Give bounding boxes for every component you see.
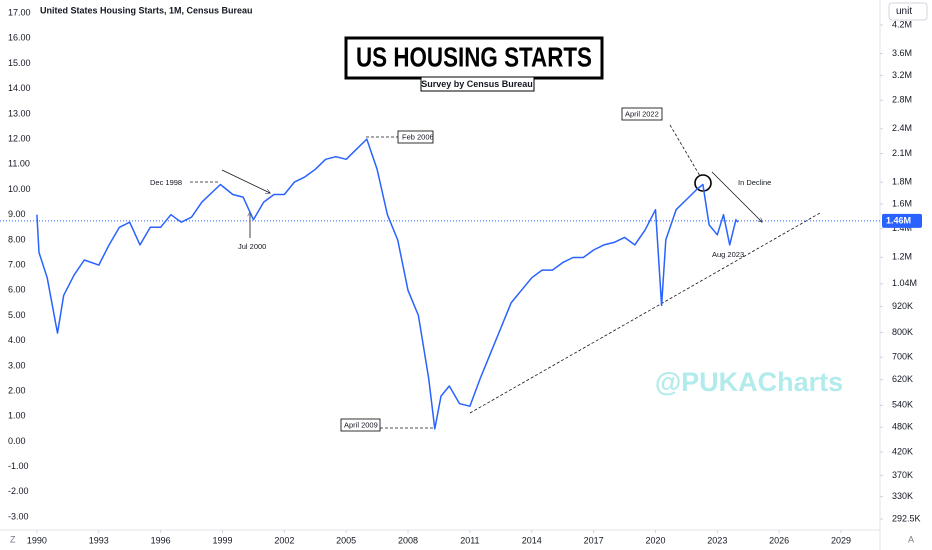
y2-tick-label: 800K <box>892 327 913 337</box>
y-tick-label: -3.00 <box>8 511 29 521</box>
annotation: Aug 2023 <box>712 250 744 259</box>
y-tick-label: 15.00 <box>8 58 31 68</box>
y2-tick-label: 420K <box>892 446 913 456</box>
y-tick-label: 9.00 <box>8 209 26 219</box>
annotation: April 2022 <box>625 109 659 118</box>
y2-tick-label: 620K <box>892 374 913 384</box>
annotation-box <box>621 107 663 121</box>
y-tick-label: -2.00 <box>8 486 29 496</box>
y-tick-label: 4.00 <box>8 335 26 345</box>
x-tick-label: 2026 <box>769 535 789 545</box>
y-tick-label: 1.00 <box>8 411 26 421</box>
y-tick-label: 11.00 <box>8 159 30 169</box>
y2-tick-label: 540K <box>892 400 913 410</box>
unit-label[interactable]: unit <box>896 6 912 17</box>
subtitle-box <box>420 76 535 92</box>
y-tick-label: 8.00 <box>8 234 26 244</box>
y-tick-label: 3.00 <box>8 360 26 370</box>
y2-tick-label: 292.5K <box>892 513 921 523</box>
y-tick-label: 13.00 <box>8 108 31 118</box>
y-tick-label: 6.00 <box>8 285 26 295</box>
y-tick-label: 17.00 <box>8 7 31 17</box>
annotation: Jul 2000 <box>238 242 266 251</box>
x-tick-label: 2014 <box>522 535 542 545</box>
y2-tick-label: 1.2M <box>892 252 912 262</box>
y2-tick-label: 1.6M <box>892 198 912 208</box>
y-tick-label: 5.00 <box>8 310 26 320</box>
watermark: @PUKACharts <box>655 367 843 397</box>
x-tick-label: 1993 <box>89 535 109 545</box>
y-tick-label: -1.00 <box>8 461 29 471</box>
chart-header: United States Housing Starts, 1M, Census… <box>40 5 253 15</box>
x-tick-label: 1996 <box>151 535 171 545</box>
y-tick-label: 2.00 <box>8 385 26 395</box>
annotation-box <box>397 130 434 144</box>
y2-tick-label: 3.6M <box>892 48 912 58</box>
annotation-circle <box>694 174 712 192</box>
y2-tick-label: 4.2M <box>892 19 912 29</box>
y2-tick-label: 1.8M <box>892 176 912 186</box>
y-tick-label: 0.00 <box>8 436 26 446</box>
annotation-arrow <box>221 169 270 193</box>
x-tick-label: 2020 <box>645 535 665 545</box>
y2-tick-label: 2.8M <box>892 95 912 105</box>
annotation: Feb 2006 <box>402 132 434 141</box>
y2-tick-label: 370K <box>892 470 913 480</box>
y-tick-label: 16.00 <box>8 33 31 43</box>
y-tick-label: 10.00 <box>8 184 31 194</box>
annotation: Dec 1998 <box>150 178 182 187</box>
unit-button[interactable] <box>888 2 928 21</box>
x-tick-label: 2011 <box>460 535 479 545</box>
y2-tick-label: 2.1M <box>892 148 912 158</box>
y-tick-label: 14.00 <box>8 83 31 93</box>
chart-subtitle: Survey by Census Bureau <box>421 79 533 89</box>
annotation-box <box>340 418 381 432</box>
x-tick-label: 2005 <box>336 535 356 545</box>
x-tick-label: 2017 <box>584 535 604 545</box>
x-tick-label: 2002 <box>274 535 294 545</box>
series-line <box>36 138 739 430</box>
annotation: In Decline <box>738 178 771 187</box>
y-tick-label: 7.00 <box>8 259 26 269</box>
last-value-tag <box>882 213 922 228</box>
x-tick-label: 2008 <box>398 535 418 545</box>
corner-left[interactable]: Z <box>10 534 16 544</box>
x-tick-label: 2029 <box>831 535 851 545</box>
chart-title: US HOUSING STARTS <box>356 41 592 72</box>
x-tick-label: 2023 <box>707 535 727 545</box>
y2-tick-label: 1.4M <box>892 223 912 233</box>
corner-right[interactable]: A <box>908 534 914 544</box>
y2-tick-label: 2.4M <box>892 123 912 133</box>
y2-tick-label: 330K <box>892 491 913 501</box>
x-tick-label: 1999 <box>212 535 232 545</box>
y2-tick-label: 920K <box>892 301 913 311</box>
y2-tick-label: 480K <box>892 422 913 432</box>
title-box <box>344 36 604 80</box>
x-tick-label: 1990 <box>27 535 47 545</box>
trend-line <box>469 212 821 414</box>
annotation-arrow <box>711 171 762 222</box>
annotation: April 2009 <box>344 420 378 429</box>
y-tick-label: 12.00 <box>8 133 31 143</box>
y2-tick-label: 1.04M <box>892 278 917 288</box>
y2-tick-label: 3.2M <box>892 70 912 80</box>
last-value-label: 1.46M <box>886 215 911 225</box>
y2-tick-label: 700K <box>892 352 913 362</box>
